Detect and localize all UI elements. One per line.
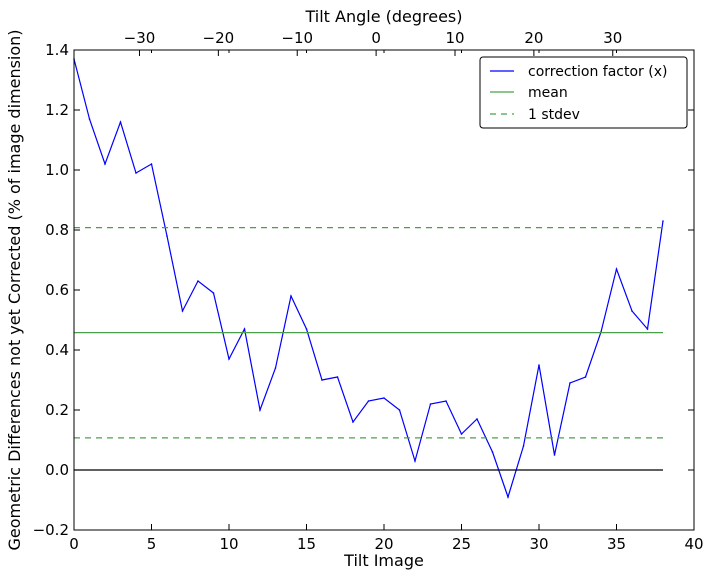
data-point [460,433,463,435]
y-tick-label: 0.6 [45,281,69,299]
data-point [367,400,370,402]
x-tick-label: 30 [529,535,548,553]
data-point [305,328,308,330]
series-layer [73,58,664,499]
data-point [104,163,106,165]
legend-label-stdev: 1 stdev [528,107,580,123]
data-point [646,328,649,330]
data-point [259,409,261,411]
data-point [150,163,153,165]
data-point [228,358,230,360]
x-tick-label: 15 [297,535,316,553]
y-tick-label: 0.4 [45,341,69,359]
data-point [569,382,571,384]
top-tick-label: −20 [203,29,235,47]
x-axis-label: Tilt Image [343,551,424,570]
data-point [166,235,168,237]
data-point [181,310,184,312]
data-point [398,409,401,411]
y-tick-label: 1.2 [45,101,69,119]
data-point [383,397,385,399]
data-point [336,376,339,378]
data-point [243,328,246,330]
x-tick-label: 40 [684,535,703,553]
data-point [135,172,137,174]
data-point [553,454,556,456]
data-point [615,268,618,270]
ticks-layer: 0 5 10 15 20 25 30 35 40 −0.2 0.0 0.2 0.4 0.6 0.8 1.0 1.… [33,29,704,553]
top-tick-label: 20 [524,29,543,47]
legend-box [479,56,688,129]
top-axis-label: Tilt Angle (degrees) [304,7,462,26]
data-point [584,376,587,378]
y-tick-label: 1.0 [45,161,69,179]
data-point [212,292,215,294]
data-point [274,367,277,369]
data-point [538,364,540,366]
legend-label-mean: mean [528,85,568,101]
top-tick-label: 10 [445,29,464,47]
x-tick-label: 25 [452,535,471,553]
top-tick-label: 0 [371,29,381,47]
top-tick-label: −10 [281,29,313,47]
data-point [352,421,354,423]
x-tick-label: 20 [374,535,393,553]
legend-label-correction: correction factor (x) [528,64,667,80]
data-point [662,220,664,222]
x-tick-label: 10 [219,535,238,553]
data-point [429,403,432,405]
data-point [119,121,122,123]
y-axis-label: Geometric Differences not yet Corrected … [5,29,24,550]
data-point [522,445,525,447]
y-tick-label: 0.0 [45,461,69,479]
legend: correction factor (x) mean 1 stdev [479,56,688,129]
y-tick-label: 0.2 [45,401,69,419]
top-tick-label: 30 [603,29,622,47]
data-point [476,418,478,420]
y-tick-label: 0.8 [45,221,69,239]
data-point [290,295,292,297]
data-point [88,118,91,120]
data-point [631,310,633,312]
top-tick-label: −30 [124,29,156,47]
y-tick-label: 1.4 [45,41,69,59]
data-point [491,451,494,453]
data-point [321,379,323,381]
data-point [507,496,509,498]
x-tick-label: 0 [69,535,79,553]
data-point [414,460,416,462]
y-tick-label: −0.2 [33,521,69,539]
x-tick-label: 35 [607,535,626,553]
data-point [445,400,447,402]
data-point [197,280,199,282]
x-tick-label: 5 [147,535,157,553]
